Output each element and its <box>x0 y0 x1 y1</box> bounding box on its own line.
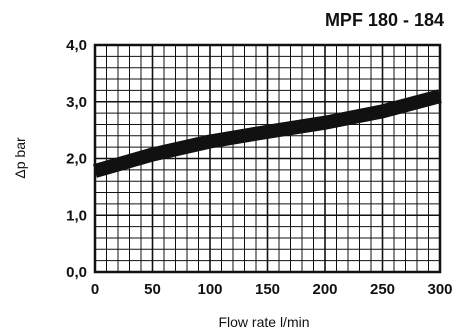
x-tick-label: 0 <box>91 281 99 298</box>
y-axis-label: Δp bar <box>12 137 28 179</box>
y-tick-label: 2,0 <box>66 151 87 168</box>
x-tick-label: 250 <box>370 281 395 298</box>
series-line-group <box>93 89 442 178</box>
y-tick-label: 4,0 <box>66 37 87 54</box>
x-axis-label: Flow rate l/min <box>218 314 309 330</box>
y-tick-label: 0,0 <box>66 264 87 281</box>
x-tick-label: 50 <box>144 281 161 298</box>
y-tick-labels: 0,0 1,0 2,0 3,0 4,0 <box>66 37 87 281</box>
x-tick-label: 100 <box>197 281 222 298</box>
series-line <box>93 89 442 178</box>
grid <box>94 44 441 273</box>
x-tick-label: 300 <box>427 281 452 298</box>
chart-title: MPF 180 - 184 <box>325 10 444 30</box>
x-tick-labels: 0 50 100 150 200 250 300 <box>91 281 453 298</box>
x-tick-label: 200 <box>312 281 337 298</box>
y-tick-label: 1,0 <box>66 207 87 224</box>
plot-frame <box>93 43 442 274</box>
y-tick-label: 3,0 <box>66 94 87 111</box>
x-tick-label: 150 <box>255 281 280 298</box>
